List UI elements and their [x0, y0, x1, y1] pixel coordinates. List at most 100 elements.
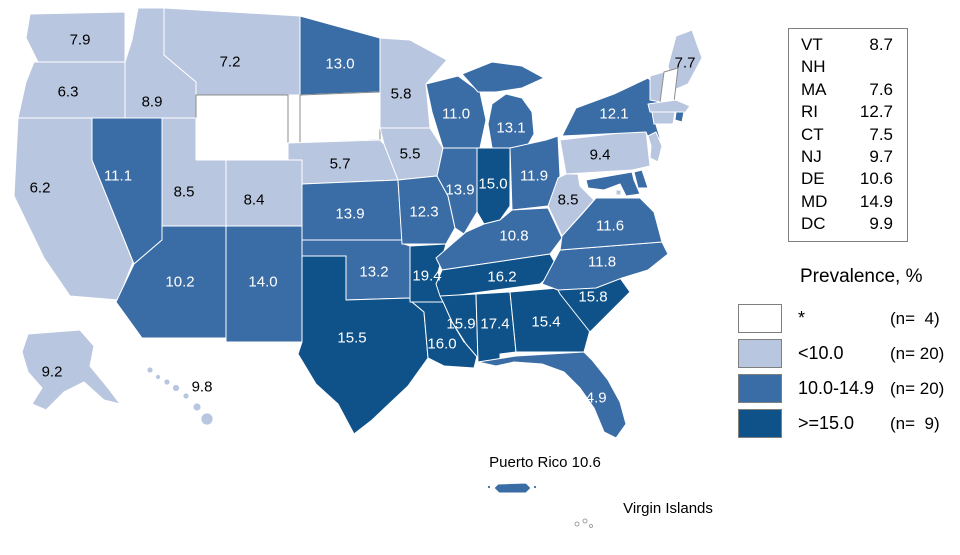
- state-ma: [647, 99, 691, 115]
- side-panel-row-md: MD 14.9: [801, 191, 893, 213]
- value-label-id: 8.9: [142, 94, 163, 111]
- state-wv: [547, 173, 595, 237]
- state-fl: [477, 351, 627, 439]
- value-label-co: 8.4: [244, 192, 265, 209]
- state-de: [633, 169, 649, 189]
- state-value: 10.6: [859, 169, 893, 189]
- state-ky: [435, 207, 563, 271]
- value-label-va: 11.6: [596, 218, 624, 235]
- state-abbr: RI: [801, 102, 818, 122]
- legend-range-label: 10.0-14.9: [798, 378, 875, 398]
- value-label-ca: 6.2: [30, 180, 51, 197]
- value-label-mn: 5.8: [391, 86, 412, 103]
- value-label-wi: 11.0: [442, 106, 470, 123]
- legend: Prevalence, % * (n= 4) <10.0 (n= 20) 10.0-14…: [738, 266, 960, 441]
- state-value: 14.9: [859, 191, 893, 211]
- value-label-me: 7.7: [675, 55, 696, 72]
- state-sd: [299, 91, 381, 144]
- state-ct: [651, 111, 676, 125]
- state-md: [585, 171, 641, 197]
- side-panel-row-ri: RI 12.7: [801, 101, 893, 123]
- value-label-nc: 11.8: [588, 254, 616, 271]
- value-label-ga: 15.4: [531, 314, 560, 331]
- state-abbr: DC: [801, 214, 826, 234]
- value-label-ms: 15.9: [446, 316, 475, 333]
- legend-range-label: <10.0: [798, 343, 844, 363]
- value-label-oh: 11.9: [520, 168, 548, 185]
- value-label-nm: 14.0: [248, 274, 277, 291]
- value-label-il: 13.9: [445, 182, 474, 199]
- value-label-fl: 14.9: [577, 390, 606, 407]
- state-abbr: CT: [801, 124, 824, 144]
- value-label-in: 15.0: [478, 176, 507, 193]
- value-label-wv: 8.5: [558, 192, 579, 209]
- value-label-az: 10.2: [165, 274, 194, 291]
- value-label-mi: 13.1: [496, 120, 525, 137]
- state-wi: [425, 75, 487, 149]
- value-label-sc: 15.8: [578, 289, 607, 306]
- state-co: [225, 159, 311, 227]
- state-abbr: NH: [801, 57, 826, 77]
- value-label-ny: 12.1: [599, 106, 628, 123]
- small-states-panel: VT 8.7 NH MA 7.6 RI 12.7 CT 7.5 NJ 9.7 DE 10.6 MD 14.9…: [788, 28, 908, 242]
- state-abbr: NJ: [801, 147, 822, 167]
- state-nj: [647, 131, 663, 163]
- state-ri: [674, 111, 685, 123]
- state-ak: [21, 329, 121, 411]
- state-value: 9.7: [869, 147, 893, 167]
- value-label-nd: 13.0: [325, 56, 354, 73]
- side-panel-row-nh: NH: [801, 56, 893, 78]
- value-label-mt: 7.2: [220, 54, 241, 71]
- value-label-ky: 10.8: [499, 228, 528, 245]
- value-label-ks: 13.9: [335, 206, 364, 223]
- legend-item-high: >=15.0 (n= 9): [738, 406, 960, 441]
- state-tn: [435, 253, 559, 297]
- value-label-mo: 12.3: [409, 204, 438, 221]
- state-dc: [615, 189, 622, 196]
- state-tx: [297, 255, 429, 435]
- legend-count: (n= 20): [890, 378, 945, 398]
- state-nc: [541, 241, 669, 291]
- state-pr: [487, 482, 537, 494]
- state-hi: [146, 366, 214, 426]
- legend-swatch-high: [738, 409, 782, 438]
- state-value: 12.7: [859, 102, 893, 122]
- state-wy: [195, 94, 289, 161]
- value-label-ar: 19.4: [412, 268, 441, 285]
- state-value: [853, 56, 893, 78]
- value-label-or: 6.3: [58, 84, 79, 101]
- legend-swatch-mid: [738, 374, 782, 403]
- side-panel-row-dc: DC 9.9: [801, 213, 893, 235]
- value-label-pa: 9.4: [590, 147, 611, 164]
- state-value: 8.7: [869, 35, 893, 54]
- legend-range-label: *: [798, 308, 806, 328]
- value-label-hi: 9.8: [192, 379, 213, 396]
- legend-count: (n= 9): [890, 413, 940, 433]
- value-label-ia: 5.5: [400, 146, 421, 163]
- value-label-ne: 5.7: [330, 156, 351, 173]
- value-label-ut: 8.5: [174, 184, 195, 201]
- legend-range-label: >=15.0: [798, 413, 855, 433]
- virgin-islands-label: Virgin Islands: [623, 500, 713, 517]
- legend-count: (n= 20): [890, 343, 945, 363]
- state-value: 9.9: [869, 214, 893, 234]
- state-mi: [461, 61, 545, 149]
- legend-item-low: <10.0 (n= 20): [738, 336, 960, 371]
- value-label-ak: 9.2: [42, 364, 63, 381]
- legend-swatch-low: [738, 339, 782, 368]
- state-abbr: MD: [801, 191, 828, 211]
- legend-swatch-none: [738, 304, 782, 333]
- side-panel-row-de: DE 10.6: [801, 168, 893, 190]
- side-panel-row-ma: MA 7.6: [801, 79, 893, 101]
- legend-count: (n= 4): [890, 308, 940, 328]
- side-panel-row-vt: VT 8.7: [801, 34, 893, 56]
- value-label-la: 16.0: [427, 336, 456, 353]
- legend-rows: * (n= 4) <10.0 (n= 20) 10.0-14.9 (n= 20) >=15.…: [738, 301, 960, 441]
- state-abbr: VT: [801, 35, 823, 54]
- state-value: 7.6: [869, 79, 893, 99]
- state-abbr: DE: [801, 169, 825, 189]
- state-value: 7.5: [869, 124, 893, 144]
- side-panel-row-nj: NJ 9.7: [801, 146, 893, 168]
